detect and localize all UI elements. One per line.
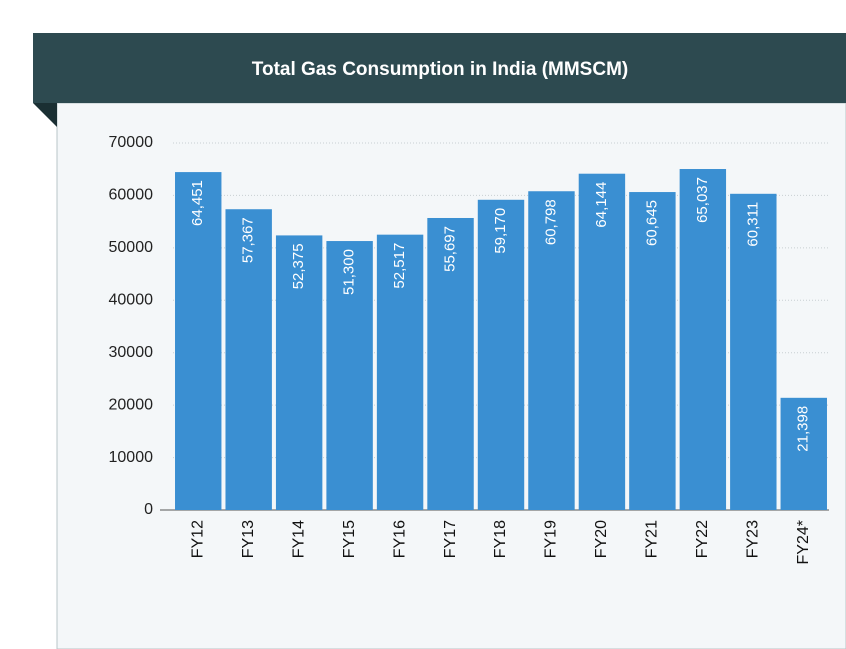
bar [578,173,626,510]
y-tick-label: 30000 [109,344,154,361]
x-tick-label: FY20 [593,520,610,558]
x-tick-label: FY18 [492,520,509,558]
value-label: 64,451 [189,180,206,226]
value-label: 52,375 [290,243,307,289]
bar [376,234,424,510]
chart-title: Total Gas Consumption in India (MMSCM) [252,59,628,80]
x-tick-label: FY22 [694,520,711,558]
value-label: 60,645 [643,200,660,246]
x-tick-label: FY24* [795,520,812,564]
x-tick-label: FY21 [644,520,661,558]
y-tick-label: 50000 [109,239,154,256]
fold [33,103,57,127]
value-label: 65,037 [694,177,711,223]
x-tick-label: FY12 [189,520,206,558]
y-tick-label: 20000 [109,396,154,413]
y-tick-label: 0 [144,501,153,518]
value-label: 52,517 [391,243,408,289]
x-tick-label: FY17 [442,520,459,558]
bar [275,235,323,511]
value-label: 51,300 [341,249,358,295]
bar [427,217,474,510]
x-tick-label: FY15 [341,520,358,558]
value-label: 60,798 [542,199,559,245]
y-tick-label: 60000 [109,187,154,204]
value-label: 55,697 [442,226,459,272]
bar [225,209,272,510]
bar [326,241,373,510]
title-band [33,33,846,103]
x-tick-label: FY13 [240,520,257,558]
value-label: 64,144 [593,182,610,228]
x-tick-label: FY16 [391,520,408,558]
x-tick-label: FY23 [745,520,762,558]
value-label: 57,367 [240,217,257,263]
bar [679,169,727,510]
value-label: 21,398 [795,406,812,452]
bar [477,199,525,510]
x-tick-label: FY14 [290,520,307,558]
value-label: 60,311 [744,202,761,247]
y-tick-label: 40000 [109,292,154,309]
x-tick-label: FY19 [543,520,560,558]
bar [780,397,827,510]
bar [629,192,676,510]
bar [175,172,222,510]
bar [528,191,575,511]
y-tick-label: 10000 [109,449,154,466]
value-label: 59,170 [492,208,509,254]
bar [730,193,777,511]
y-tick-label: 70000 [109,134,154,151]
